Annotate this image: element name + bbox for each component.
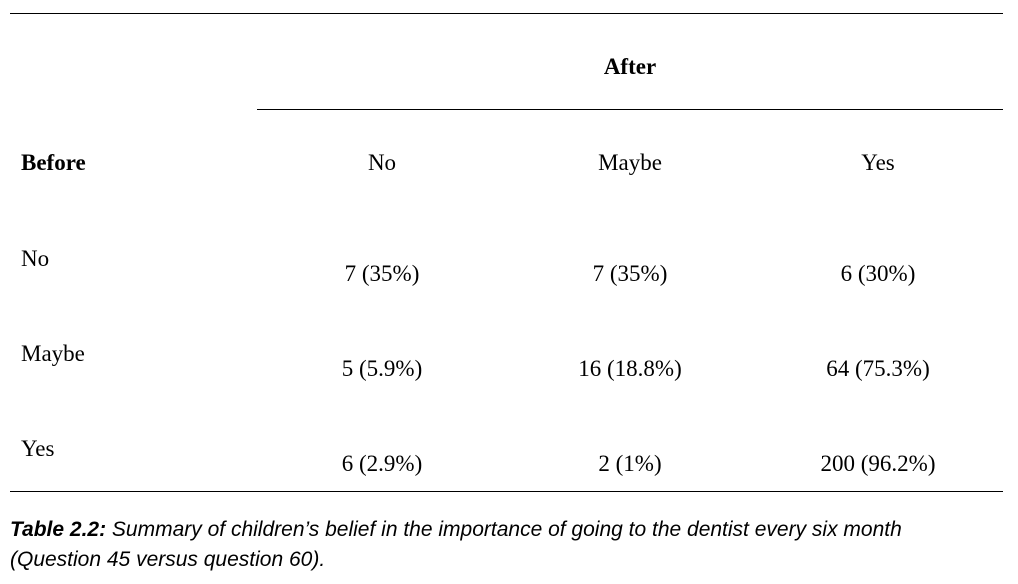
- caption-label: Table 2.2:: [10, 518, 107, 541]
- caption-text: Summary of children’s belief in the impo…: [106, 518, 902, 541]
- table-cell: 7 (35%): [592, 261, 668, 286]
- table-caption: Table 2.2: Summary of children’s belief …: [10, 515, 1010, 575]
- group-header-after: After: [603, 54, 657, 79]
- row-label-maybe: Maybe: [21, 341, 85, 366]
- table-cell: 2 (1%): [598, 451, 662, 476]
- caption-line-1: Table 2.2: Summary of children’s belief …: [10, 515, 1010, 545]
- table-top-rule: [10, 13, 1003, 14]
- column-header-maybe: Maybe: [598, 150, 662, 175]
- caption-line-2: (Question 45 versus question 60).: [10, 548, 326, 571]
- table-cell: 6 (30%): [840, 261, 916, 286]
- table-cell: 200 (96.2%): [820, 451, 936, 476]
- table-bottom-rule: [10, 491, 1003, 492]
- row-label-yes: Yes: [21, 436, 55, 461]
- column-header-no: No: [367, 150, 397, 175]
- row-header-label: Before: [21, 150, 86, 175]
- table-cell: 7 (35%): [344, 261, 420, 286]
- table-cell: 6 (2.9%): [341, 451, 423, 476]
- group-header-rule: [257, 109, 1003, 110]
- row-label-no: No: [21, 246, 50, 271]
- table-cell: 16 (18.8%): [578, 356, 682, 381]
- table-cell: 64 (75.3%): [826, 356, 930, 381]
- column-header-yes: Yes: [861, 150, 895, 175]
- table-cell: 5 (5.9%): [341, 356, 423, 381]
